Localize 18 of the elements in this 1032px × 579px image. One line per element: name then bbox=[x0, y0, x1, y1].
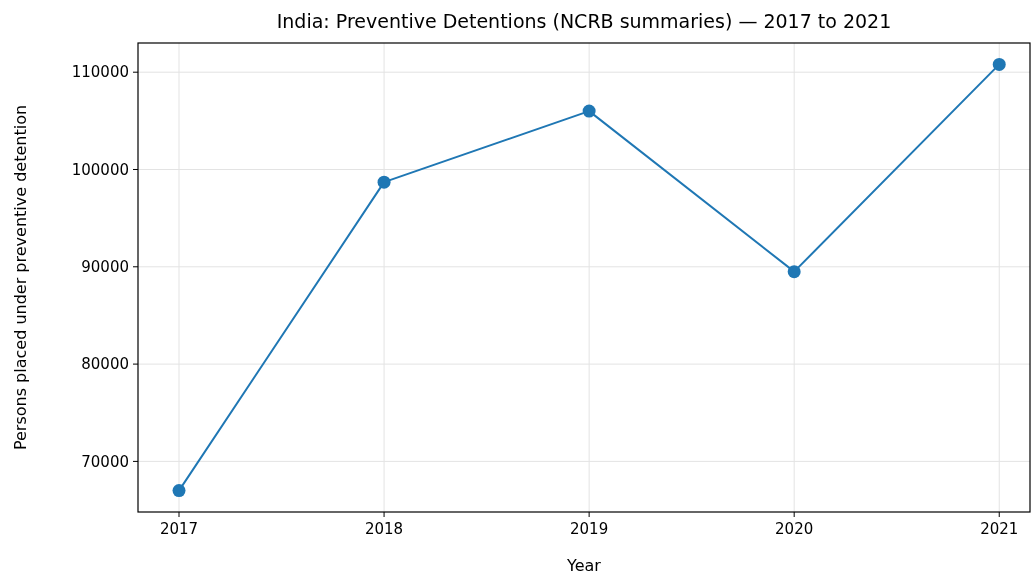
point bbox=[377, 175, 391, 189]
x-tick-label: 2021 bbox=[980, 520, 1019, 538]
x-axis-title: Year bbox=[566, 556, 602, 575]
y-tick-label: 80000 bbox=[81, 355, 129, 374]
point bbox=[582, 104, 596, 118]
x-tick-label: 2018 bbox=[364, 520, 404, 538]
y-tick-label: 110000 bbox=[71, 63, 129, 82]
chart-title: India: Preventive Detentions (NCRB summaries) — 2017 to 2021 bbox=[276, 10, 892, 32]
y-axis-title: Persons placed under preventive detention bbox=[11, 104, 30, 451]
y-tick-label: 90000 bbox=[81, 258, 129, 277]
y-tick-label: 100000 bbox=[71, 160, 129, 179]
x-tick-label: 2020 bbox=[775, 520, 814, 538]
point bbox=[992, 57, 1006, 71]
x-tick-label: 2017 bbox=[159, 520, 199, 538]
x-tick-label: 2019 bbox=[570, 520, 609, 538]
point bbox=[172, 484, 186, 498]
point bbox=[787, 265, 801, 279]
y-tick-label: 70000 bbox=[81, 452, 129, 471]
